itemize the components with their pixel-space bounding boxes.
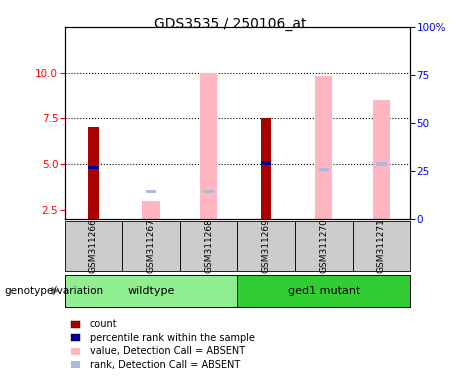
Bar: [88, 127, 99, 219]
Text: GSM311266: GSM311266: [89, 218, 98, 273]
Bar: [353, 221, 410, 271]
Bar: [295, 221, 353, 271]
Bar: [203, 190, 214, 193]
Bar: [65, 275, 237, 307]
Text: GSM311271: GSM311271: [377, 218, 386, 273]
Bar: [319, 168, 329, 171]
Text: percentile rank within the sample: percentile rank within the sample: [90, 333, 255, 343]
Bar: [376, 162, 387, 166]
Text: ged1 mutant: ged1 mutant: [288, 286, 360, 296]
Bar: [237, 221, 295, 271]
Bar: [88, 166, 99, 169]
Bar: [146, 190, 156, 193]
Text: GSM311268: GSM311268: [204, 218, 213, 273]
Bar: [65, 221, 122, 271]
Text: GSM311267: GSM311267: [147, 218, 155, 273]
Text: genotype/variation: genotype/variation: [5, 286, 104, 296]
Bar: [122, 221, 180, 271]
Bar: [200, 73, 217, 219]
Bar: [261, 118, 272, 219]
Text: count: count: [90, 319, 118, 329]
Text: GDS3535 / 250106_at: GDS3535 / 250106_at: [154, 17, 307, 31]
Text: rank, Detection Call = ABSENT: rank, Detection Call = ABSENT: [90, 360, 240, 370]
Bar: [315, 76, 332, 219]
Bar: [373, 100, 390, 219]
Text: GSM311269: GSM311269: [262, 218, 271, 273]
Bar: [142, 200, 160, 219]
Bar: [180, 221, 237, 271]
Text: GSM311270: GSM311270: [319, 218, 328, 273]
Bar: [261, 161, 272, 165]
Text: wildtype: wildtype: [127, 286, 175, 296]
Text: value, Detection Call = ABSENT: value, Detection Call = ABSENT: [90, 346, 245, 356]
Bar: [237, 275, 410, 307]
